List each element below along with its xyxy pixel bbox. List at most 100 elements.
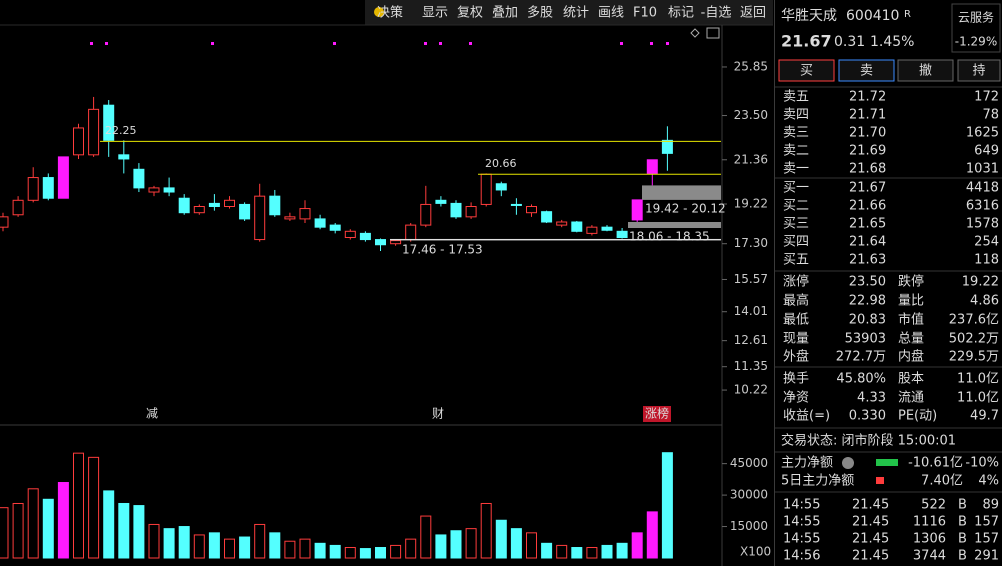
candle-body <box>193 205 205 214</box>
candle-body <box>480 173 492 205</box>
window-icon[interactable] <box>706 27 720 39</box>
y-tick-label: 45000 <box>730 456 768 470</box>
event-dots <box>90 42 669 45</box>
book-label: 卖五 <box>783 90 809 105</box>
tick-count: 291 <box>974 549 999 564</box>
y-tick-label: 15000 <box>730 519 768 533</box>
stat-value: 11.0亿 <box>957 391 999 406</box>
candle-body <box>57 156 69 199</box>
last-price: 21.67 <box>781 32 832 51</box>
book-price: 21.71 <box>849 108 886 123</box>
gap-label: 17.46 - 17.53 <box>402 243 483 257</box>
candle-body <box>661 139 673 154</box>
candle-body <box>88 108 100 156</box>
stock-code: 600410 <box>846 8 899 24</box>
sector-box[interactable] <box>951 3 1001 53</box>
trade-button[interactable]: 持 <box>972 64 985 79</box>
volume-bar <box>73 452 84 559</box>
stat-label: 内盘 <box>898 349 924 365</box>
y-tick-label: 19.22 <box>734 197 768 211</box>
toolbar-button[interactable]: 多股 <box>527 5 553 21</box>
toolbar-button[interactable]: 画线 <box>598 6 624 21</box>
book-price: 21.68 <box>849 162 886 177</box>
tick-side: B <box>958 515 967 530</box>
volume-bar <box>224 538 235 559</box>
stat-value: 49.7 <box>970 409 999 424</box>
candle-body <box>359 232 371 241</box>
book-label: 买一 <box>783 181 809 196</box>
stat-label: 换手 <box>783 372 809 387</box>
stat-value: 502.2万 <box>949 332 999 347</box>
book-price: 21.64 <box>849 235 886 250</box>
y-tick-label: 21.36 <box>734 152 768 166</box>
candle-body <box>435 199 447 204</box>
event-tag[interactable]: 减 <box>146 407 158 421</box>
volume-bar <box>314 542 326 559</box>
tick-side: B <box>958 498 967 513</box>
diamond-icon[interactable] <box>690 28 700 38</box>
flow-bar <box>876 477 884 484</box>
volume-bar <box>631 532 643 559</box>
unit-label: X100 <box>740 545 771 559</box>
volume-bar <box>254 523 266 559</box>
volume-bar <box>208 532 220 559</box>
trade-button-frame[interactable] <box>838 59 895 82</box>
flow-value: -10.61亿 <box>908 456 963 471</box>
stat-label: 最低 <box>783 313 809 328</box>
candle-body <box>133 168 145 189</box>
toolbar-button[interactable]: F10 <box>633 6 657 21</box>
candle-body <box>103 104 115 141</box>
candle-body <box>42 177 54 199</box>
y-tick-label: 10.22 <box>734 383 768 397</box>
candle-body <box>390 240 402 245</box>
toolbar-button[interactable]: 标记 <box>668 6 694 21</box>
trade-button-frame[interactable] <box>897 59 954 82</box>
candle-body <box>12 199 24 216</box>
book-price: 21.66 <box>849 199 886 214</box>
toolbar-button[interactable]: 复权 <box>457 5 483 21</box>
toolbar-button[interactable]: 决策 <box>377 5 403 21</box>
toolbar-button[interactable]: 显示 <box>422 6 448 21</box>
gap-box <box>642 185 721 200</box>
y-tick-label: 14.01 <box>734 304 768 318</box>
trade-button[interactable]: 撤 <box>919 63 932 79</box>
toolbar-button[interactable]: -自选 <box>701 6 732 21</box>
book-volume: 118 <box>974 253 999 268</box>
info-icon[interactable] <box>842 457 854 469</box>
volume-bar <box>329 544 341 559</box>
trade-button[interactable]: 买 <box>800 64 813 79</box>
event-tag[interactable]: 涨榜 <box>645 406 669 421</box>
book-volume: 649 <box>974 144 999 159</box>
volume-bar <box>510 528 522 559</box>
stat-value: 4.33 <box>857 391 886 406</box>
volume-bar <box>601 544 613 559</box>
book-volume: 4418 <box>966 181 999 196</box>
candle-body <box>163 187 175 193</box>
book-volume: 1578 <box>966 217 999 232</box>
toolbar-button[interactable]: 返回 <box>740 6 766 21</box>
volume-bar <box>12 502 24 559</box>
flow-label: 主力净额 <box>781 456 833 471</box>
volume-bar <box>435 534 447 559</box>
volume-bar <box>88 456 100 559</box>
stat-label: 外盘 <box>783 349 809 365</box>
volume-bar <box>405 538 417 559</box>
stat-label: 市值 <box>898 312 924 328</box>
toolbar-button[interactable]: 叠加 <box>492 6 518 21</box>
tick-volume: 522 <box>921 498 946 513</box>
candle-body <box>465 205 477 218</box>
gap-label: 18.06 - 18.35 <box>629 230 710 244</box>
trade-button[interactable]: 卖 <box>860 64 873 79</box>
tick-count: 89 <box>982 498 999 513</box>
candle-body <box>178 197 190 214</box>
volume-bar <box>0 507 9 559</box>
trade-button-frame[interactable] <box>778 59 835 82</box>
candle-body <box>526 205 537 214</box>
volume-bar <box>103 490 115 559</box>
level-label: 20.66 <box>485 157 517 170</box>
tick-price: 21.45 <box>852 532 889 547</box>
flow-pct: -10% <box>965 456 999 471</box>
trade-button-frame[interactable] <box>957 59 1001 82</box>
toolbar-button[interactable]: 统计 <box>563 6 589 21</box>
event-tag[interactable]: 财 <box>432 407 444 421</box>
